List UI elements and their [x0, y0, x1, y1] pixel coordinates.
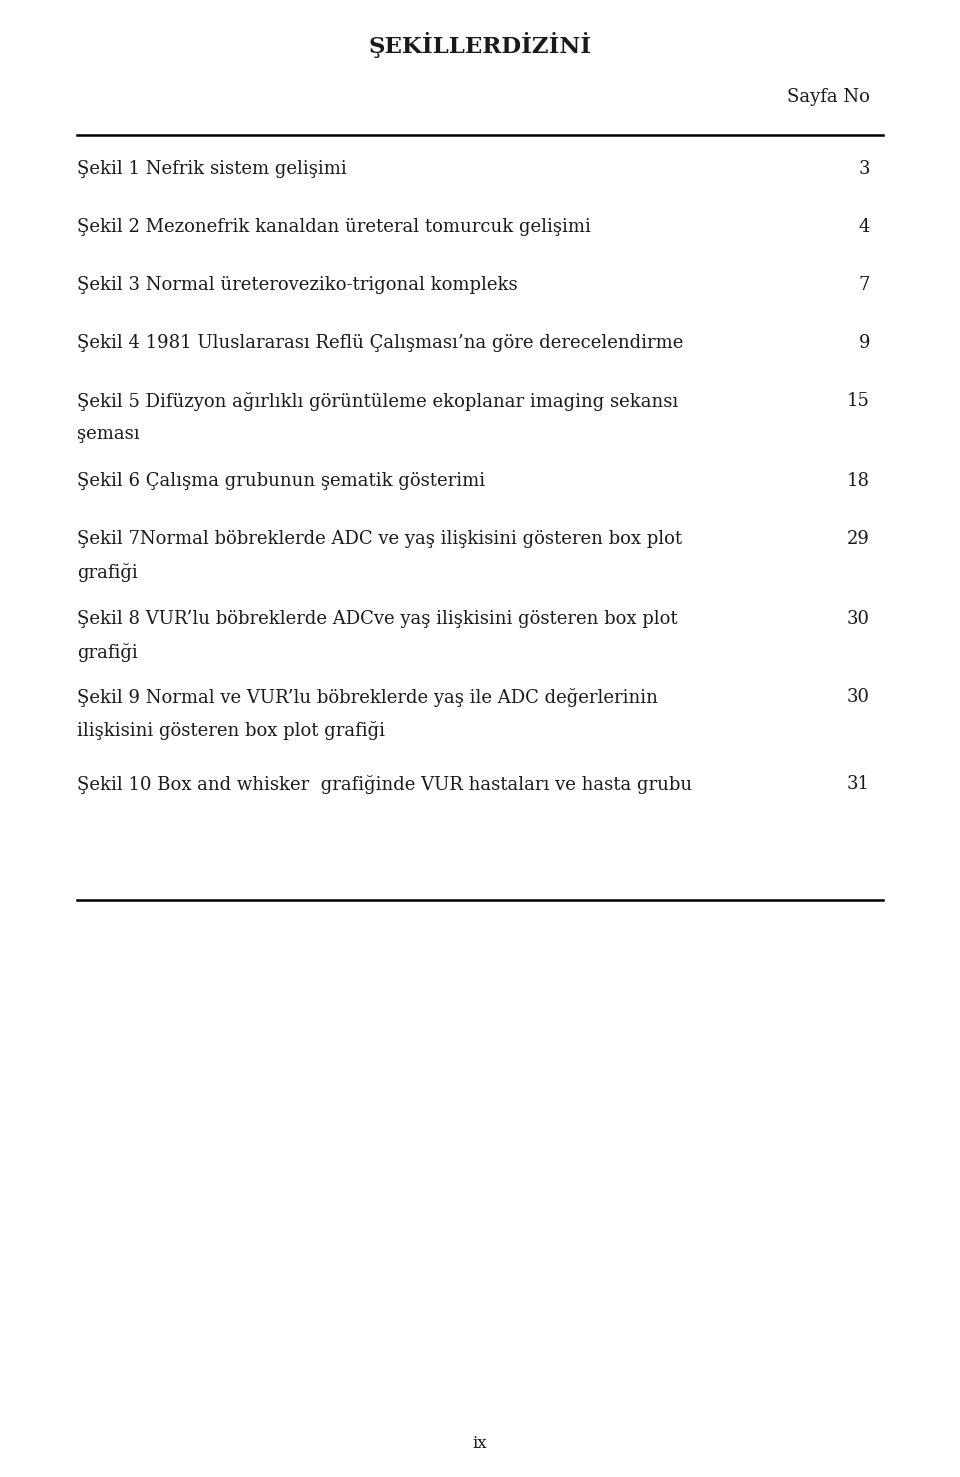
Text: 31: 31 — [847, 775, 870, 793]
Text: Şekil 5 Difüzyon ağırlıklı görüntüleme ekoplanar imaging sekansı: Şekil 5 Difüzyon ağırlıklı görüntüleme e… — [77, 391, 679, 411]
Text: Şekil 7Normal böbreklerde ADC ve yaş ilişkisini gösteren box plot: Şekil 7Normal böbreklerde ADC ve yaş ili… — [77, 530, 683, 548]
Text: 15: 15 — [847, 391, 870, 411]
Text: Sayfa No: Sayfa No — [787, 89, 870, 106]
Text: Şekil 9 Normal ve VUR’lu böbreklerde yaş ile ADC değerlerinin: Şekil 9 Normal ve VUR’lu böbreklerde yaş… — [77, 688, 658, 707]
Text: 30: 30 — [847, 688, 870, 706]
Text: Şekil 1 Nefrik sistem gelişimi: Şekil 1 Nefrik sistem gelişimi — [77, 160, 347, 179]
Text: grafiği: grafiği — [77, 563, 137, 582]
Text: 18: 18 — [847, 473, 870, 490]
Text: 29: 29 — [847, 530, 870, 548]
Text: ilişkisini gösteren box plot grafiği: ilişkisini gösteren box plot grafiği — [77, 721, 385, 740]
Text: Şekil 10 Box and whisker  grafiğinde VUR hastaları ve hasta grubu: Şekil 10 Box and whisker grafiğinde VUR … — [77, 775, 692, 795]
Text: Şekil 6 Çalışma grubunun şematik gösterimi: Şekil 6 Çalışma grubunun şematik gösteri… — [77, 473, 485, 490]
Text: ŞEKİLLERDİZİNİ: ŞEKİLLERDİZİNİ — [369, 32, 591, 58]
Text: Şekil 2 Mezonefrik kanaldan üreteral tomurcuk gelişimi: Şekil 2 Mezonefrik kanaldan üreteral tom… — [77, 219, 590, 236]
Text: Şekil 3 Normal üreteroveziko-trigonal kompleks: Şekil 3 Normal üreteroveziko-trigonal ko… — [77, 276, 517, 294]
Text: 7: 7 — [858, 276, 870, 294]
Text: 3: 3 — [858, 160, 870, 179]
Text: şeması: şeması — [77, 425, 139, 443]
Text: 30: 30 — [847, 610, 870, 628]
Text: Şekil 4 1981 Uluslararası Reflü Çalışması’na göre derecelendirme: Şekil 4 1981 Uluslararası Reflü Çalışmas… — [77, 334, 684, 352]
Text: ix: ix — [472, 1436, 488, 1452]
Text: 9: 9 — [858, 334, 870, 352]
Text: 4: 4 — [858, 219, 870, 236]
Text: grafiği: grafiği — [77, 642, 137, 662]
Text: Şekil 8 VUR’lu böbreklerde ADCve yaş ilişkisini gösteren box plot: Şekil 8 VUR’lu böbreklerde ADCve yaş ili… — [77, 610, 678, 628]
